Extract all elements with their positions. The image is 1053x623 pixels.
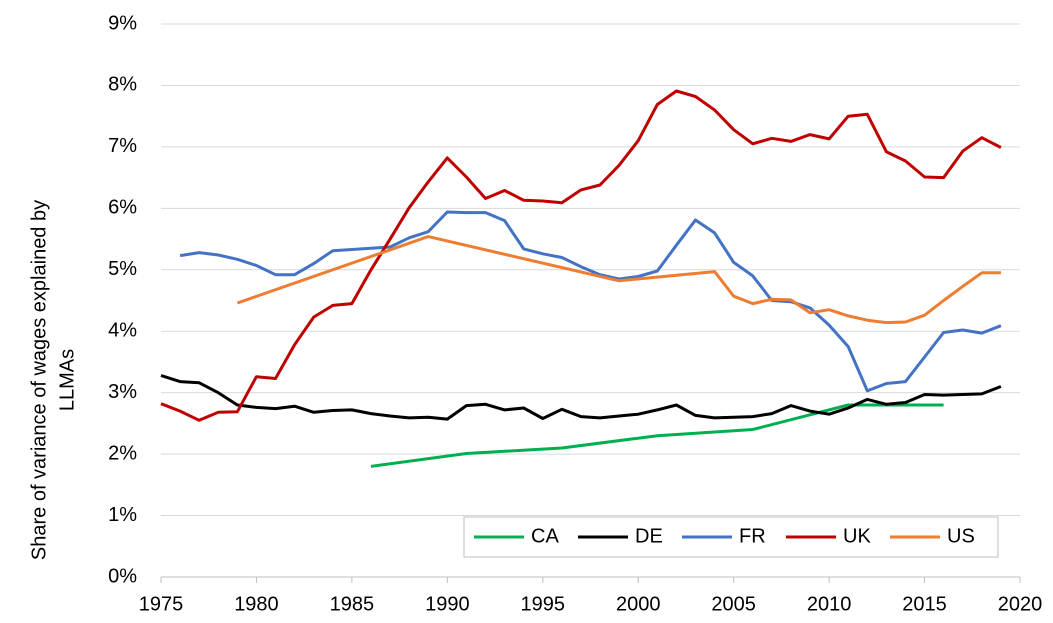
x-tick-label: 1995 <box>521 593 566 615</box>
x-tick-label: 2015 <box>902 593 947 615</box>
series-line <box>370 403 944 468</box>
y-tick-label: 4% <box>108 320 137 342</box>
series-line <box>160 374 1002 421</box>
x-tick-label: 2020 <box>998 593 1043 615</box>
legend-label: CA <box>531 525 559 547</box>
y-tick-label: 0% <box>108 565 137 587</box>
legend-label: DE <box>635 525 663 547</box>
y-tick-label: 8% <box>108 74 137 96</box>
legend-label: UK <box>843 525 871 547</box>
y-axis-title: Share of variance of wages explained by <box>28 200 50 560</box>
y-tick-label: 2% <box>108 442 137 464</box>
x-tick-label: 2000 <box>616 593 661 615</box>
x-tick-label: 1975 <box>139 593 184 615</box>
legend-label: FR <box>739 525 766 547</box>
y-axis-title: LLMAs <box>56 349 78 411</box>
x-tick-label: 2005 <box>711 593 756 615</box>
y-tick-label: 1% <box>108 504 137 526</box>
legend-label: US <box>947 525 975 547</box>
x-tick-label: 2010 <box>807 593 852 615</box>
series-line <box>160 89 1002 422</box>
y-tick-label: 3% <box>108 381 137 403</box>
x-tick-label: 1980 <box>234 593 279 615</box>
x-tick-label: 1985 <box>330 593 375 615</box>
y-tick-label: 6% <box>108 197 137 219</box>
y-tick-label: 7% <box>108 135 137 157</box>
series-line <box>179 210 1002 393</box>
y-tick-label: 5% <box>108 258 137 280</box>
y-tick-label: 9% <box>108 12 137 34</box>
series-line <box>236 235 1001 325</box>
x-tick-label: 1990 <box>425 593 470 615</box>
